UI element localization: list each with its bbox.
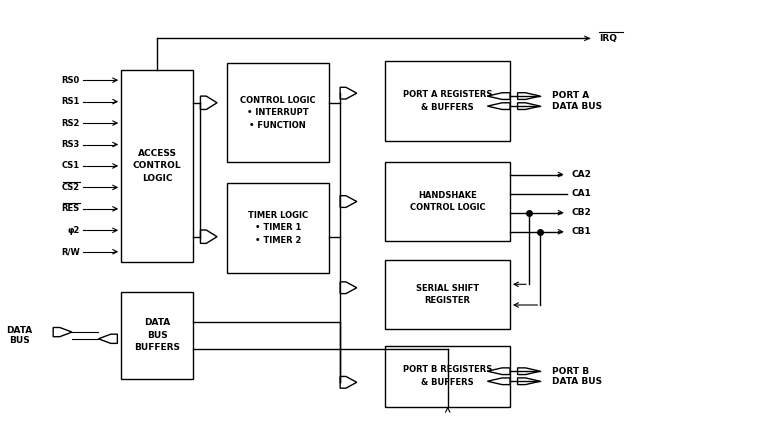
Polygon shape (340, 377, 357, 388)
Polygon shape (200, 230, 217, 243)
Text: IRQ: IRQ (599, 34, 617, 43)
Text: CS1: CS1 (62, 162, 79, 170)
Text: φ2: φ2 (67, 226, 79, 235)
Bar (386, 162, 510, 241)
Text: PORT B
DATA BUS: PORT B DATA BUS (552, 366, 602, 386)
Text: RS2: RS2 (61, 119, 79, 128)
Bar (227, 183, 328, 273)
Text: CS2: CS2 (62, 183, 79, 192)
Bar (227, 64, 328, 162)
Polygon shape (53, 327, 72, 337)
Text: PORT B REGISTERS
& BUFFERS: PORT B REGISTERS & BUFFERS (403, 365, 492, 387)
Bar (121, 70, 193, 262)
Polygon shape (340, 282, 357, 293)
Text: CA1: CA1 (572, 189, 591, 198)
Polygon shape (488, 103, 510, 109)
Polygon shape (488, 93, 510, 100)
Polygon shape (517, 368, 540, 374)
Polygon shape (98, 334, 117, 343)
Bar (121, 292, 193, 379)
Text: CA2: CA2 (572, 170, 591, 179)
Text: SERIAL SHIFT
REGISTER: SERIAL SHIFT REGISTER (416, 284, 479, 305)
Polygon shape (517, 378, 540, 385)
Polygon shape (200, 96, 217, 109)
Polygon shape (340, 87, 357, 99)
Bar (386, 61, 510, 141)
Text: PORT A REGISTERS
& BUFFERS: PORT A REGISTERS & BUFFERS (403, 90, 492, 112)
Polygon shape (488, 368, 510, 374)
Bar (386, 260, 510, 329)
Text: TIMER LOGIC
• TIMER 1
• TIMER 2: TIMER LOGIC • TIMER 1 • TIMER 2 (248, 211, 308, 245)
Text: RES: RES (62, 204, 79, 213)
Text: HANDSHAKE
CONTROL LOGIC: HANDSHAKE CONTROL LOGIC (410, 191, 485, 212)
Polygon shape (517, 103, 540, 109)
Polygon shape (488, 378, 510, 385)
Text: PORT A
DATA BUS: PORT A DATA BUS (552, 92, 602, 111)
Text: ACCESS
CONTROL
LOGIC: ACCESS CONTROL LOGIC (133, 149, 181, 183)
Text: DATA
BUS: DATA BUS (6, 326, 32, 345)
Text: RS3: RS3 (62, 140, 79, 149)
Text: CB2: CB2 (572, 208, 591, 217)
Bar (386, 346, 510, 407)
Text: R/W: R/W (61, 247, 79, 256)
Text: CONTROL LOGIC
• INTERRUPT
• FUNCTION: CONTROL LOGIC • INTERRUPT • FUNCTION (240, 96, 315, 130)
Polygon shape (517, 93, 540, 100)
Text: RS1: RS1 (61, 97, 79, 106)
Text: DATA
BUS
BUFFERS: DATA BUS BUFFERS (134, 318, 180, 352)
Text: RS0: RS0 (62, 76, 79, 85)
Text: CB1: CB1 (572, 227, 591, 236)
Polygon shape (340, 196, 357, 207)
